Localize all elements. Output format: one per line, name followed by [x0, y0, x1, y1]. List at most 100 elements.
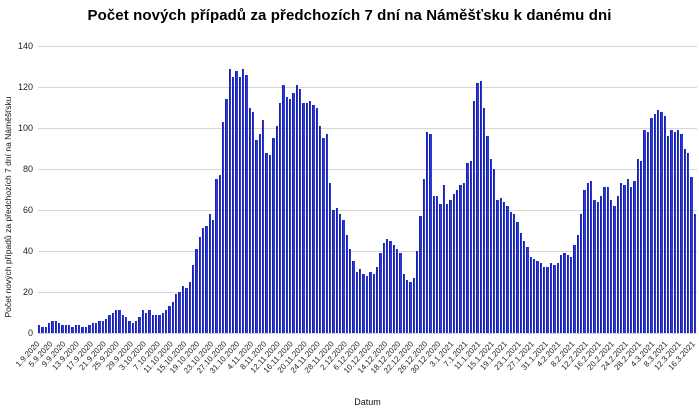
bar[interactable]: [379, 253, 382, 333]
bar[interactable]: [402, 273, 405, 333]
bar[interactable]: [426, 132, 429, 333]
bar[interactable]: [78, 324, 81, 333]
bar[interactable]: [673, 132, 676, 333]
bar[interactable]: [596, 201, 599, 333]
bar[interactable]: [459, 185, 462, 333]
bar[interactable]: [449, 199, 452, 333]
bar[interactable]: [38, 324, 41, 333]
bar[interactable]: [345, 234, 349, 333]
bar[interactable]: [51, 320, 54, 333]
bar[interactable]: [312, 105, 315, 333]
bar[interactable]: [242, 68, 245, 333]
bar[interactable]: [68, 324, 71, 333]
bar[interactable]: [221, 121, 225, 333]
bar[interactable]: [362, 273, 365, 333]
bar[interactable]: [168, 306, 171, 333]
bar[interactable]: [489, 158, 492, 333]
bar[interactable]: [315, 107, 318, 333]
bar[interactable]: [466, 162, 469, 333]
bar[interactable]: [335, 207, 339, 333]
bar[interactable]: [329, 183, 332, 333]
bar[interactable]: [352, 261, 355, 333]
bar[interactable]: [292, 93, 295, 333]
bar[interactable]: [178, 292, 181, 333]
bar[interactable]: [205, 226, 208, 333]
bar[interactable]: [295, 84, 298, 333]
bar[interactable]: [623, 185, 626, 333]
bar[interactable]: [446, 203, 449, 333]
bar[interactable]: [121, 314, 124, 333]
bar[interactable]: [693, 214, 696, 333]
bar[interactable]: [543, 267, 546, 333]
bar[interactable]: [54, 320, 58, 333]
bar[interactable]: [633, 181, 636, 333]
bar[interactable]: [576, 234, 579, 333]
bar[interactable]: [523, 240, 526, 333]
bar[interactable]: [91, 322, 94, 333]
bar[interactable]: [48, 322, 51, 333]
bar[interactable]: [656, 109, 660, 333]
bar[interactable]: [439, 203, 442, 333]
bar[interactable]: [399, 253, 402, 333]
bar[interactable]: [135, 320, 138, 333]
bar[interactable]: [606, 187, 610, 333]
bar[interactable]: [208, 214, 211, 333]
bar[interactable]: [683, 148, 686, 333]
bar[interactable]: [288, 99, 292, 333]
bar[interactable]: [158, 314, 161, 333]
bar[interactable]: [429, 134, 432, 333]
bar[interactable]: [148, 310, 151, 333]
bar[interactable]: [432, 195, 436, 333]
bar[interactable]: [549, 263, 553, 333]
bar[interactable]: [395, 248, 399, 333]
bar[interactable]: [181, 285, 185, 333]
bar[interactable]: [74, 324, 78, 333]
bar[interactable]: [670, 130, 673, 333]
bar[interactable]: [409, 281, 412, 333]
bar[interactable]: [610, 199, 613, 333]
bar[interactable]: [305, 103, 308, 333]
bar[interactable]: [128, 320, 131, 333]
bar[interactable]: [676, 130, 680, 333]
bar[interactable]: [686, 152, 690, 333]
bar[interactable]: [282, 84, 285, 333]
bar[interactable]: [546, 267, 549, 333]
bar[interactable]: [385, 238, 389, 333]
bar[interactable]: [593, 199, 596, 333]
bar[interactable]: [308, 101, 312, 333]
bar[interactable]: [486, 136, 489, 333]
bar[interactable]: [613, 205, 616, 333]
bar[interactable]: [155, 314, 158, 333]
bar[interactable]: [516, 222, 519, 333]
bar[interactable]: [318, 125, 322, 333]
bar[interactable]: [88, 324, 91, 333]
bar[interactable]: [630, 187, 633, 333]
bar[interactable]: [325, 134, 329, 333]
bar[interactable]: [573, 244, 576, 333]
bar[interactable]: [141, 310, 145, 333]
bar[interactable]: [211, 220, 215, 333]
bar[interactable]: [643, 130, 646, 333]
bar[interactable]: [506, 205, 509, 333]
bar[interactable]: [536, 261, 539, 333]
bar[interactable]: [285, 97, 288, 333]
bar[interactable]: [569, 257, 573, 333]
bar[interactable]: [365, 275, 369, 333]
bar[interactable]: [479, 80, 482, 333]
bar[interactable]: [342, 220, 345, 333]
bar[interactable]: [690, 177, 693, 333]
bar[interactable]: [513, 214, 516, 333]
bar[interactable]: [359, 269, 362, 333]
bar[interactable]: [218, 175, 221, 333]
bar[interactable]: [456, 189, 459, 333]
bar[interactable]: [533, 259, 536, 333]
bar[interactable]: [191, 265, 195, 333]
bar[interactable]: [111, 312, 114, 333]
bar[interactable]: [579, 214, 583, 333]
bar[interactable]: [272, 138, 275, 333]
bar[interactable]: [646, 132, 650, 333]
bar[interactable]: [298, 89, 302, 333]
bar[interactable]: [405, 279, 409, 333]
bar[interactable]: [616, 195, 620, 333]
bar[interactable]: [583, 189, 586, 333]
